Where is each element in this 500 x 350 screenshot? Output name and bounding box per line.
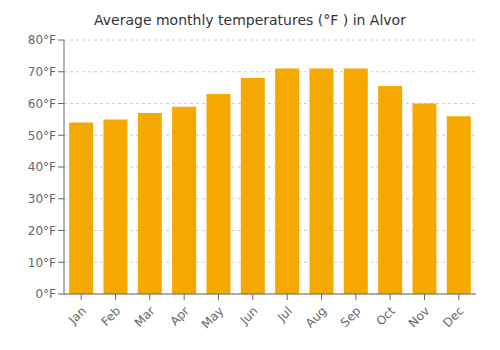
svg-text:70°F: 70°F [28,65,56,79]
svg-text:May: May [199,304,226,331]
svg-text:0°F: 0°F [35,287,56,301]
svg-text:Sep: Sep [338,304,364,330]
svg-text:20°F: 20°F [28,224,56,238]
svg-text:Jun: Jun [237,304,261,328]
svg-text:Aug: Aug [303,304,329,330]
svg-text:Jul: Jul [274,304,295,325]
svg-text:30°F: 30°F [28,192,56,206]
svg-text:Oct: Oct [373,304,398,329]
html-text:Average monthly temperatures (: Average monthly temperatures (°F ) in Al… [94,12,406,28]
svg-text:10°F: 10°F [28,256,56,270]
svg-text:60°F: 60°F [28,97,56,111]
svg-text:Jan: Jan [65,304,89,328]
svg-text:Dec: Dec [440,304,466,330]
svg-text:Mar: Mar [132,304,158,330]
svg-text:Nov: Nov [406,304,432,330]
svg-text:Feb: Feb [98,304,123,329]
svg-text:Apr: Apr [167,304,192,329]
svg-text:80°F: 80°F [28,33,56,47]
svg-text:40°F: 40°F [28,160,56,174]
svg-text:50°F: 50°F [28,129,56,143]
